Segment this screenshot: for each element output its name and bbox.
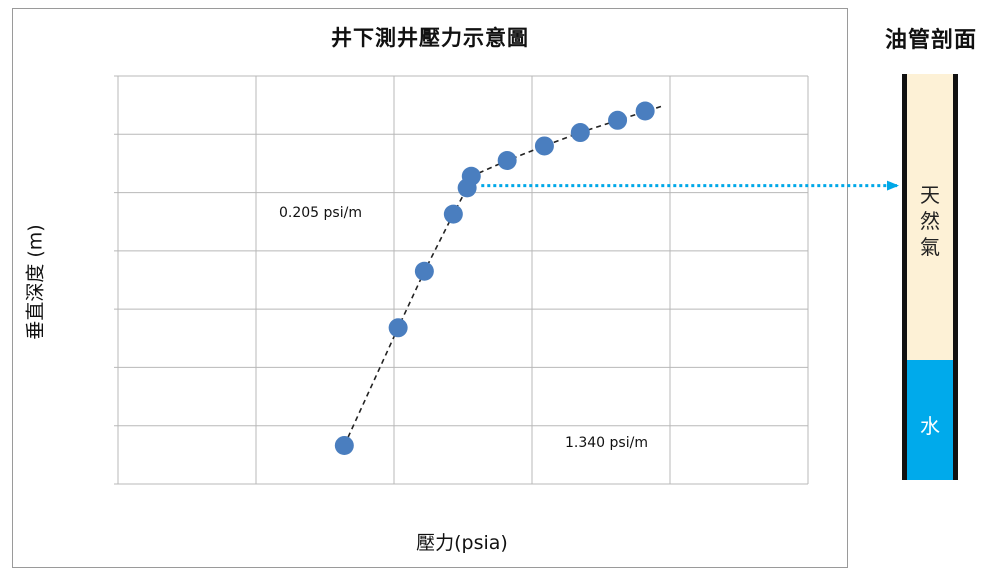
- data-point: [570, 123, 590, 143]
- data-point: [608, 110, 628, 130]
- data-point: [388, 318, 408, 338]
- data-point: [414, 261, 434, 281]
- grid: [114, 75, 809, 485]
- chart-frame: [12, 8, 848, 568]
- data-point: [497, 151, 517, 171]
- chart-title: 井下測井壓力示意圖: [331, 26, 529, 50]
- gradient-annotation-upper: 0.205 psi/m: [279, 205, 362, 221]
- data-point: [635, 101, 655, 121]
- gas-section: 天然氣: [907, 74, 953, 360]
- points-group: [334, 101, 655, 456]
- tubing-profile-title: 油管剖面: [884, 28, 977, 53]
- data-point: [534, 136, 554, 156]
- gradient-annotation-lower: 1.340 psi/m: [565, 435, 648, 451]
- data-point: [461, 166, 481, 186]
- water-label: 水: [920, 414, 940, 438]
- x-axis-label: 壓力(psia): [416, 532, 508, 554]
- tubing-profile: 天然氣 水: [902, 74, 958, 480]
- gas-label: 天然氣: [920, 183, 940, 259]
- data-point: [334, 436, 354, 456]
- water-section: 水: [907, 360, 953, 480]
- data-point: [443, 204, 463, 224]
